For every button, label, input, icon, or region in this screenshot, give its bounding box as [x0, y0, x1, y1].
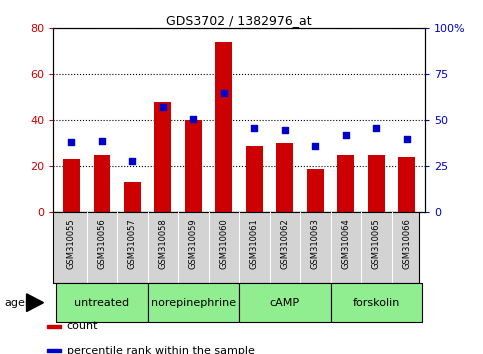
- Text: norepinephrine: norepinephrine: [151, 298, 236, 308]
- Text: GSM310065: GSM310065: [372, 218, 381, 269]
- Text: count: count: [67, 321, 98, 331]
- Bar: [239, 283, 330, 322]
- Point: [220, 90, 227, 96]
- Point: [312, 143, 319, 149]
- Text: GSM310056: GSM310056: [98, 218, 106, 269]
- Bar: [307, 169, 324, 212]
- Point: [189, 116, 197, 121]
- Text: untreated: untreated: [74, 298, 129, 308]
- Text: GSM310059: GSM310059: [189, 218, 198, 269]
- Bar: [47, 325, 61, 328]
- Text: agent: agent: [5, 298, 37, 308]
- Text: GSM310057: GSM310057: [128, 218, 137, 269]
- Point: [98, 138, 106, 143]
- Bar: [56, 283, 148, 322]
- Text: GSM310063: GSM310063: [311, 218, 320, 269]
- Bar: [47, 349, 61, 352]
- Point: [128, 158, 136, 164]
- Point: [281, 127, 289, 132]
- Bar: [124, 183, 141, 212]
- Bar: [398, 157, 415, 212]
- Text: cAMP: cAMP: [270, 298, 300, 308]
- Bar: [148, 283, 239, 322]
- Point: [403, 136, 411, 142]
- Text: percentile rank within the sample: percentile rank within the sample: [67, 346, 255, 354]
- Point: [372, 125, 380, 131]
- Bar: [246, 146, 263, 212]
- Text: GSM310064: GSM310064: [341, 218, 350, 269]
- Bar: [330, 283, 422, 322]
- Text: forskolin: forskolin: [353, 298, 400, 308]
- Bar: [215, 42, 232, 212]
- Text: GSM310061: GSM310061: [250, 218, 259, 269]
- Text: GSM310066: GSM310066: [402, 218, 411, 269]
- Text: GSM310055: GSM310055: [67, 218, 76, 269]
- Text: GSM310062: GSM310062: [280, 218, 289, 269]
- Text: GSM310058: GSM310058: [158, 218, 168, 269]
- Bar: [155, 102, 171, 212]
- Bar: [368, 155, 384, 212]
- Bar: [185, 120, 202, 212]
- Point: [68, 139, 75, 145]
- Point: [251, 125, 258, 131]
- Point: [342, 132, 350, 138]
- Text: GSM310060: GSM310060: [219, 218, 228, 269]
- Bar: [94, 155, 110, 212]
- Title: GDS3702 / 1382976_at: GDS3702 / 1382976_at: [166, 14, 312, 27]
- Bar: [338, 155, 354, 212]
- Bar: [276, 143, 293, 212]
- Point: [159, 105, 167, 110]
- Bar: [63, 159, 80, 212]
